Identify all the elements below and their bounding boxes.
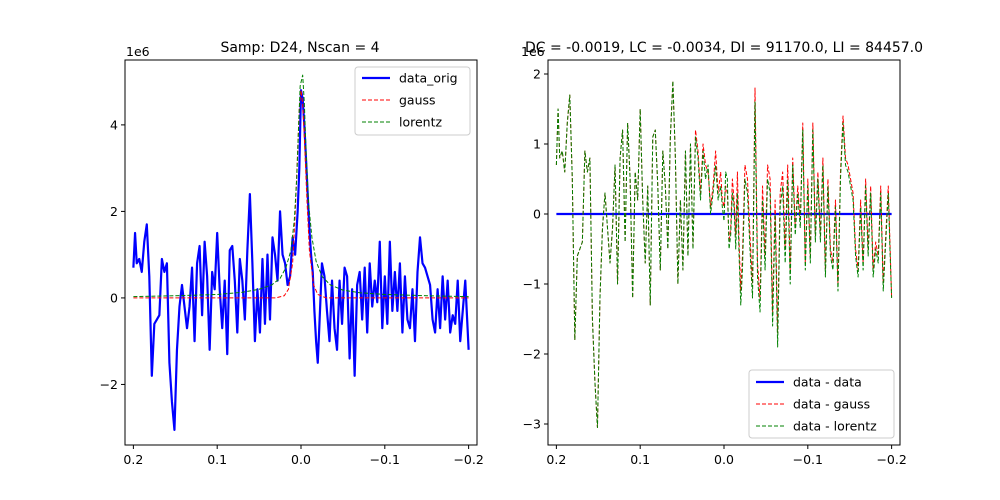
- legend-label-data-lorentz: data - lorentz: [793, 419, 877, 434]
- right-series-line-data-lorentz: [555, 80, 893, 428]
- left-y-tick-label: 2: [110, 204, 118, 219]
- right-panel: DC = -0.0019, LC = -0.0034, DI = 91170.0…: [521, 40, 923, 467]
- right-tick-group: 0.2 0.1 0.0 −0.1 −0.2 −3 −2 −1 0 1 2: [523, 67, 907, 468]
- legend-label-data-orig: data_orig: [399, 71, 458, 86]
- right-x-tick-label: −0.2: [876, 452, 906, 467]
- right-legend-box: [748, 369, 895, 439]
- left-x-tick-label: 0.0: [291, 452, 311, 467]
- left-series-line-lorentz: [133, 74, 469, 298]
- left-axes-frame: [124, 59, 478, 446]
- legend-label-gauss: gauss: [399, 93, 436, 108]
- left-legend: data_orig gauss lorentz: [354, 66, 471, 136]
- left-tick-group: 0.2 0.1 0.0 −0.1 −0.2 −2 0 2 4: [100, 117, 484, 467]
- right-chart-title: DC = -0.0019, LC = -0.0034, DI = 91170.0…: [525, 40, 923, 56]
- right-x-tick-label: 0.2: [546, 452, 566, 467]
- right-y-tick-label: 0: [533, 207, 541, 222]
- left-y-tick-label: 4: [110, 117, 118, 132]
- right-y-tick-label: 1: [533, 137, 541, 152]
- right-y-tick-label: −3: [523, 417, 541, 432]
- left-y-tick-label: −2: [100, 377, 118, 392]
- right-y-tick-label: −2: [523, 347, 541, 362]
- left-x-tick-label: −0.2: [453, 452, 483, 467]
- right-y-multiplier: 1e6: [521, 44, 545, 59]
- left-chart-title: Samp: D24, Nscan = 4: [220, 40, 379, 56]
- left-y-multiplier: 1e6: [126, 44, 150, 59]
- right-x-tick-label: 0.0: [714, 452, 734, 467]
- right-legend: data - data data - gauss data - lorentz: [748, 369, 895, 439]
- left-x-tick-label: 0.1: [207, 452, 227, 467]
- right-axes-frame: [547, 59, 901, 446]
- left-series-group: [132, 74, 470, 431]
- right-series-group: [555, 80, 893, 428]
- left-series-line-gauss: [133, 89, 469, 299]
- legend-label-data-gauss: data - gauss: [793, 397, 870, 412]
- left-x-tick-label: 0.2: [123, 452, 143, 467]
- left-y-tick-label: 0: [110, 290, 118, 305]
- left-panel: Samp: D24, Nscan = 4 1e6 0.2 0.1 0.0 −0.1 −0…: [100, 40, 484, 467]
- left-legend-box: [354, 66, 471, 136]
- legend-label-data-data: data - data: [793, 375, 862, 390]
- legend-label-lorentz: lorentz: [399, 115, 442, 130]
- right-x-tick-label: −0.1: [793, 452, 823, 467]
- left-x-tick-label: −0.1: [370, 452, 400, 467]
- right-x-tick-label: 0.1: [630, 452, 650, 467]
- right-y-tick-label: −1: [523, 277, 541, 292]
- right-y-tick-label: 2: [533, 67, 541, 82]
